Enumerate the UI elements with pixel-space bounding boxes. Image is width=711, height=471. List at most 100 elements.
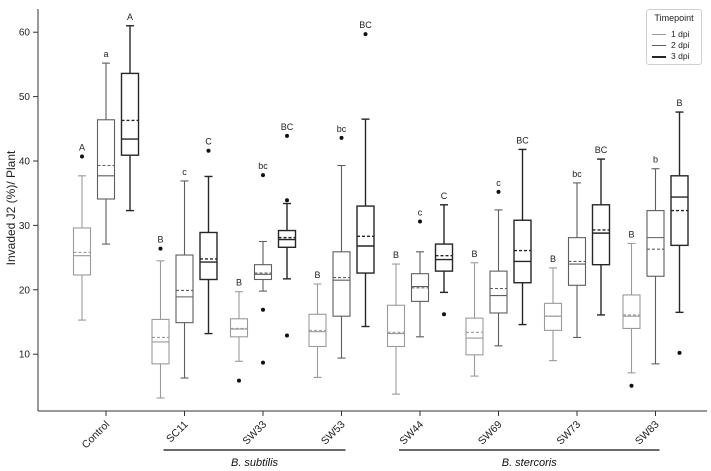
- significance-letter: B: [471, 249, 477, 259]
- box-sw69-1-dpi: B: [465, 249, 484, 377]
- iqr-box: [175, 254, 194, 324]
- significance-letter: B: [314, 270, 320, 280]
- box-sw33-1-dpi: B: [229, 278, 249, 383]
- significance-letter: B: [676, 98, 682, 108]
- x-ticks: Control SC11 SW33 SW53 SW44 SW69 SW73 SW83: [80, 411, 662, 451]
- significance-letter: BC: [595, 145, 608, 155]
- legend: Timepoint 1 dpi 2 dpi 3 dpi: [646, 9, 702, 65]
- iqr-box: [199, 231, 218, 281]
- legend-swatch: [652, 34, 666, 35]
- outlier-point: [261, 360, 265, 365]
- group-label: B. subtilis: [231, 457, 279, 469]
- box-sw44-1-dpi: B: [386, 250, 406, 395]
- box-sw33-2-dpi: bc: [253, 161, 273, 365]
- y-tick-label: 60: [19, 28, 31, 39]
- x-tick-label: Control: [80, 419, 112, 451]
- significance-letter: A: [79, 142, 85, 152]
- outlier-point: [285, 333, 289, 338]
- legend-label: 3 dpi: [671, 51, 690, 61]
- outlier-point: [158, 246, 163, 251]
- iqr-box: [465, 317, 484, 356]
- outlier-point: [261, 173, 265, 178]
- box-sc11-2-dpi: c: [175, 167, 194, 379]
- iqr-box: [356, 205, 375, 274]
- y-axis-label: Invaded J2 (%)/ Plant: [4, 150, 18, 265]
- iqr-box: [543, 302, 563, 331]
- significance-letter: a: [103, 49, 108, 59]
- box-sw53-3-dpi: BC: [356, 20, 375, 328]
- iqr-box: [229, 318, 249, 338]
- y-tick-label: 10: [19, 350, 31, 361]
- box-sw44-3-dpi: C: [434, 191, 454, 317]
- outlier-point: [677, 350, 682, 355]
- y-tick-label: 40: [19, 157, 31, 168]
- box-sw73-1-dpi: B: [543, 254, 563, 362]
- legend-swatch: [652, 45, 666, 46]
- outlier-point: [418, 219, 422, 224]
- iqr-box: [513, 219, 532, 284]
- significance-letter: bc: [572, 169, 582, 179]
- group-label: B. stercoris: [502, 457, 558, 469]
- x-tick-label: SW53: [319, 419, 348, 448]
- x-tick-label: SW73: [554, 419, 583, 448]
- outlier-point: [237, 378, 241, 383]
- iqr-box: [96, 119, 116, 200]
- box-control-1-dpi: A: [72, 142, 92, 321]
- outlier-point: [339, 135, 344, 140]
- box-sw44-2-dpi: c: [410, 208, 430, 338]
- outlier-point: [363, 32, 368, 37]
- box-sw73-2-dpi: bc: [567, 169, 587, 339]
- box-sc11-1-dpi: B: [151, 235, 170, 399]
- outlier-point: [285, 133, 289, 138]
- significance-letter: C: [205, 137, 212, 147]
- outlier-point: [261, 307, 265, 312]
- box-sw69-3-dpi: BC: [513, 135, 532, 326]
- outlier-point: [442, 312, 446, 317]
- box-sw53-2-dpi: bc: [332, 124, 351, 359]
- x-tick-label: SW33: [240, 419, 269, 448]
- iqr-box: [591, 204, 611, 266]
- significance-letter: B: [550, 254, 556, 264]
- box-sw83-1-dpi: B: [622, 229, 641, 388]
- box-sc11-3-dpi: C: [199, 137, 218, 335]
- significance-letter: A: [127, 12, 133, 22]
- outlier-point: [206, 148, 211, 153]
- significance-letter: c: [496, 178, 501, 188]
- y-tick-label: 30: [19, 221, 31, 232]
- y-tick-label: 50: [19, 92, 31, 103]
- iqr-box: [434, 243, 454, 272]
- significance-letter: c: [418, 208, 423, 218]
- axes: [37, 9, 707, 412]
- iqr-box: [646, 210, 665, 277]
- iqr-box: [386, 304, 406, 348]
- significance-letter: B: [393, 250, 399, 260]
- iqr-box: [253, 264, 273, 281]
- significance-letter: B: [157, 235, 163, 245]
- significance-letter: C: [441, 191, 448, 201]
- outlier-point: [80, 154, 84, 159]
- x-tick-label: SW69: [476, 419, 505, 448]
- boxes: Aa A Bc C Bbc BC Bbc BC Bc C Bc BC Bbc BC Bb B: [72, 12, 689, 399]
- y-ticks: 10 20 30 40 50 60: [19, 28, 38, 361]
- significance-letter: B: [236, 278, 242, 288]
- outlier-point: [629, 383, 634, 388]
- box-control-3-dpi: A: [120, 12, 140, 212]
- legend-label: 2 dpi: [671, 40, 690, 50]
- significance-letter: b: [653, 155, 658, 165]
- box-sw69-2-dpi: c: [489, 178, 508, 347]
- group-brackets: B. subtilis B. stercoris: [163, 449, 660, 469]
- box-sw53-1-dpi: B: [308, 270, 327, 378]
- significance-letter: BC: [359, 20, 372, 30]
- iqr-box: [489, 270, 508, 314]
- legend-title: Timepoint: [654, 13, 694, 23]
- iqr-box: [72, 227, 92, 276]
- x-tick-label: SW83: [633, 419, 662, 448]
- legend-swatch: [652, 56, 666, 58]
- significance-letter: bc: [337, 124, 347, 134]
- y-tick-label: 20: [19, 285, 31, 296]
- iqr-box: [120, 72, 140, 156]
- legend-label: 1 dpi: [671, 29, 690, 39]
- outlier-point: [496, 189, 501, 194]
- significance-letter: BC: [516, 135, 529, 145]
